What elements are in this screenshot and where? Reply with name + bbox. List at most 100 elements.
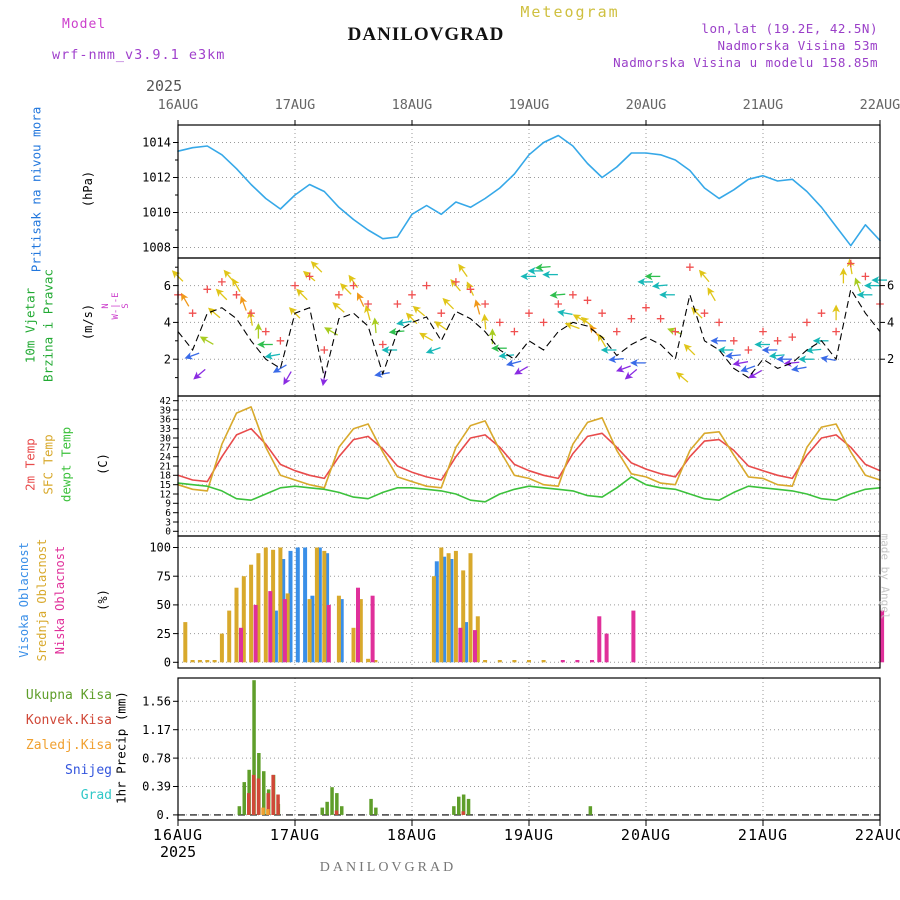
cloud-bar	[475, 616, 480, 663]
wind-arrow	[630, 359, 646, 367]
wind-gust-marker	[832, 327, 840, 336]
cloud-bar	[249, 564, 254, 663]
meteogram-watermark-title: Meteogram	[520, 3, 620, 21]
wind-gust-marker	[715, 318, 723, 327]
x-bottom-label-16aug: 16AUG	[152, 826, 204, 844]
wind-compass-legend: N W-|-E S	[101, 271, 131, 341]
wind-arrow	[717, 346, 734, 354]
wind-arrow	[651, 281, 668, 290]
wind-arrow	[324, 327, 338, 336]
wind-arrow	[644, 272, 661, 281]
wind-arrow	[458, 263, 468, 278]
wind-arrow	[832, 304, 840, 321]
cloud-panel-border	[177, 535, 881, 669]
wind-arrow	[812, 336, 829, 345]
wind-arrow	[542, 270, 558, 279]
wind-panel: 2 4 6 2 4 6	[164, 257, 894, 397]
wind-arrow	[434, 321, 448, 331]
temp-dewpt-label: dewpt Temp	[58, 426, 74, 503]
cloud-bar	[373, 660, 378, 663]
wind-arrow	[405, 312, 418, 325]
wind-arrow	[534, 263, 551, 272]
precip-bar	[266, 809, 270, 815]
wind-arrow	[549, 291, 566, 299]
cloud-bar	[314, 547, 319, 663]
wind-arrow	[754, 340, 770, 349]
wind-arrow	[340, 283, 352, 295]
wind-gust-marker	[817, 309, 826, 317]
x-top-label-16aug: 16AUG	[157, 97, 199, 113]
wind-gust-marker	[598, 309, 606, 317]
cloud-bar	[339, 599, 344, 663]
wind-arrow	[506, 359, 522, 367]
wind-gust-marker	[188, 309, 197, 317]
cloud-bar	[464, 622, 468, 663]
lonlat-info: lon,lat (19.2E, 42.5N)	[701, 21, 878, 36]
wind-arrow	[310, 261, 323, 273]
cloud-bar	[604, 633, 609, 663]
cloud-bar	[434, 561, 439, 663]
wind-gust-marker	[247, 309, 255, 317]
cloud-bar	[212, 660, 217, 663]
cloud-bar	[278, 547, 283, 663]
wind-arrow	[207, 307, 221, 319]
wind-gust-marker	[276, 337, 285, 345]
cloud-bar	[197, 660, 202, 663]
x-bottom-label-17aug: 17AUG	[269, 826, 321, 844]
precip-bar	[335, 793, 339, 815]
cloud-bar	[458, 627, 463, 663]
precip-snow-label: Snijeg	[65, 763, 112, 778]
cloud-bar	[351, 627, 356, 663]
wind-gust-marker	[671, 327, 679, 336]
precip-bar	[247, 769, 251, 815]
y-tick-label: 39	[160, 405, 172, 416]
wind-gust-marker	[627, 314, 636, 323]
precip-bar	[262, 771, 266, 815]
x-top-label-20aug: 20AUG	[625, 97, 667, 113]
wind-gust-marker	[554, 300, 562, 308]
year-bottom: 2025	[160, 843, 197, 861]
wind-gust-marker	[408, 291, 416, 299]
wind-gust-marker	[378, 340, 387, 349]
elevation-info: Nadmorska Visina 53m	[717, 38, 878, 53]
wind-arrow	[707, 287, 716, 302]
cloud-bar	[431, 576, 436, 663]
wind-arrow	[215, 288, 228, 301]
wind-gust-marker	[613, 327, 621, 336]
y-tick-label-right: 4	[887, 315, 894, 329]
wind-arrow	[527, 267, 544, 275]
cloud-bar	[282, 599, 287, 663]
wind-arrow	[412, 305, 426, 317]
cloud-bar	[326, 604, 331, 663]
wind-arrow	[791, 364, 807, 373]
wind-gust-marker	[847, 259, 855, 268]
wind-gust-marker	[803, 318, 811, 327]
pressure-panel-border	[177, 124, 881, 259]
wind-arrow	[740, 365, 756, 373]
wind-arrow	[491, 344, 507, 353]
wind-arrow	[856, 290, 873, 299]
cloud-bar	[317, 547, 322, 663]
precip-bar	[466, 798, 471, 815]
x-top-label-22aug: 22AUG	[859, 97, 900, 113]
cloud-bar	[512, 660, 517, 663]
wind-arrow	[580, 316, 594, 328]
y-tick-label: 18	[160, 471, 172, 482]
cloud-bar	[336, 595, 341, 663]
x-bottom-label-19aug: 19AUG	[503, 826, 555, 844]
wind-arrow	[473, 299, 482, 315]
wind-arrow	[332, 302, 345, 313]
pressure-unit-label: (hPa)	[81, 170, 95, 208]
precip-bar	[457, 796, 461, 815]
cloud-bar	[449, 559, 454, 663]
wind-gust-marker	[203, 285, 212, 294]
precip-bar	[320, 807, 324, 815]
y-tick-label: 21	[160, 461, 172, 472]
x-top-label-17aug: 17AUG	[274, 97, 316, 113]
wind-arrow	[364, 304, 372, 321]
wind-gust-marker	[642, 303, 650, 312]
y-tick-label: 30	[160, 433, 172, 444]
cloud-bar	[468, 553, 473, 663]
x-top-label-19aug: 19AUG	[508, 97, 550, 113]
